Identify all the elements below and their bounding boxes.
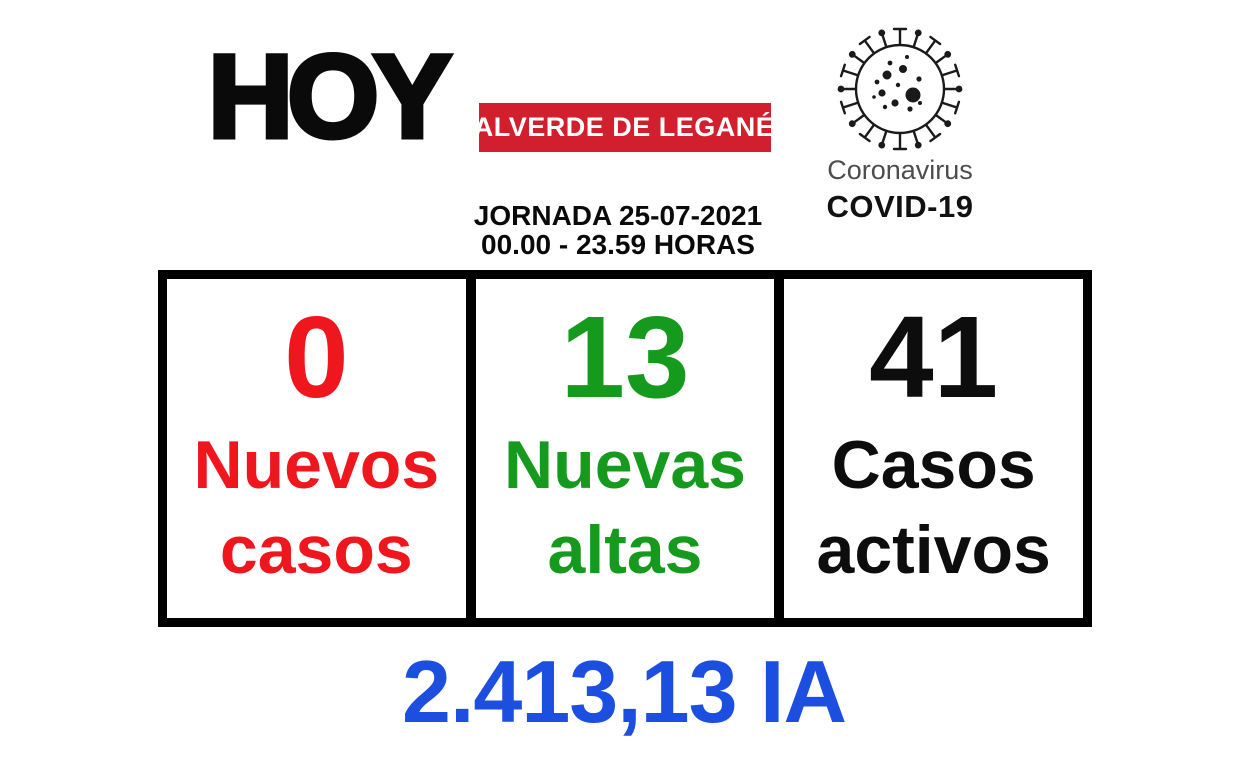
jornada-hours: 00.00 - 23.59 HORAS: [481, 229, 755, 261]
stat-label-line2: activos: [816, 511, 1051, 588]
stat-card-nuevas-altas: 13 Nuevas altas: [465, 279, 775, 618]
stat-label-line2: altas: [547, 511, 703, 588]
stat-label: Nuevas altas: [504, 423, 746, 592]
jornada-block: JORNADA 25-07-2021 00.00 - 23.59 HORAS: [0, 201, 1236, 259]
stat-label-line1: Nuevas: [504, 427, 746, 504]
stat-card-casos-activos: 41 Casos activos: [774, 279, 1083, 618]
stat-label-line1: Casos: [831, 427, 1036, 504]
stat-label: Nuevos casos: [194, 423, 440, 592]
municipality-badge: VALVERDE DE LEGANÉS: [457, 103, 792, 152]
coronavirus-icon: [837, 27, 963, 151]
incidence-value: 2.413,13 IA: [402, 642, 847, 741]
stat-value: 0: [284, 292, 349, 423]
stats-table: 0 Nuevos casos 13 Nuevas altas 41 Casos …: [158, 270, 1092, 627]
stat-label: Casos activos: [817, 423, 1051, 592]
coronavirus-label: Coronavirus: [827, 155, 973, 185]
stat-value: 41: [869, 292, 999, 423]
stat-card-nuevos-casos: 0 Nuevos casos: [167, 279, 466, 618]
stat-value: 13: [560, 292, 690, 423]
stat-label-line1: Nuevos: [193, 427, 440, 504]
stat-label-line2: casos: [219, 511, 413, 588]
covid-block: Coronavirus COVID-19: [812, 18, 988, 225]
covid19-label: COVID-19: [826, 189, 974, 224]
hoy-logo: HOY: [206, 31, 455, 163]
jornada-date: JORNADA 25-07-2021: [473, 200, 763, 231]
